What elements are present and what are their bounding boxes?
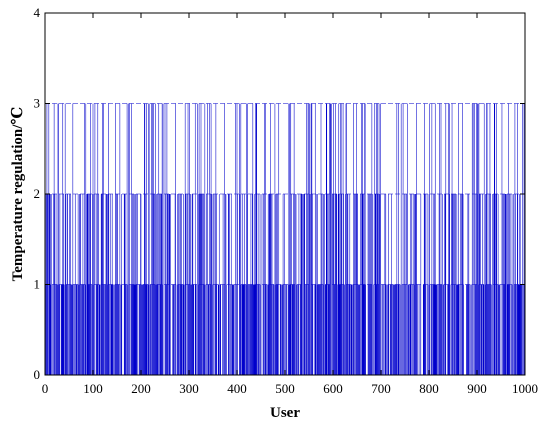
y-tick-label: 1 <box>34 277 41 292</box>
x-tick-label: 900 <box>467 381 487 396</box>
x-tick-label: 600 <box>323 381 343 396</box>
y-tick-label: 3 <box>34 96 41 111</box>
x-tick-label: 700 <box>371 381 391 396</box>
x-tick-label: 1000 <box>512 381 538 396</box>
y-tick-label: 2 <box>34 186 41 201</box>
x-axis-label: User <box>270 405 300 421</box>
x-tick-label: 400 <box>227 381 247 396</box>
x-tick-label: 800 <box>419 381 439 396</box>
x-tick-label: 0 <box>42 381 49 396</box>
x-tick-label: 300 <box>179 381 199 396</box>
y-axis-label: Temperature regulation/℃ <box>10 107 26 282</box>
y-tick-label: 4 <box>34 5 41 20</box>
y-tick-label: 0 <box>34 367 41 382</box>
x-tick-label: 200 <box>131 381 151 396</box>
x-tick-label: 100 <box>83 381 103 396</box>
x-tick-label: 500 <box>275 381 295 396</box>
data-series <box>45 103 525 375</box>
y-axis-ticks: 0 1 2 3 4 <box>34 5 525 382</box>
x-axis-ticks: 0 100 200 300 400 500 600 700 800 900 1000 <box>42 13 538 396</box>
